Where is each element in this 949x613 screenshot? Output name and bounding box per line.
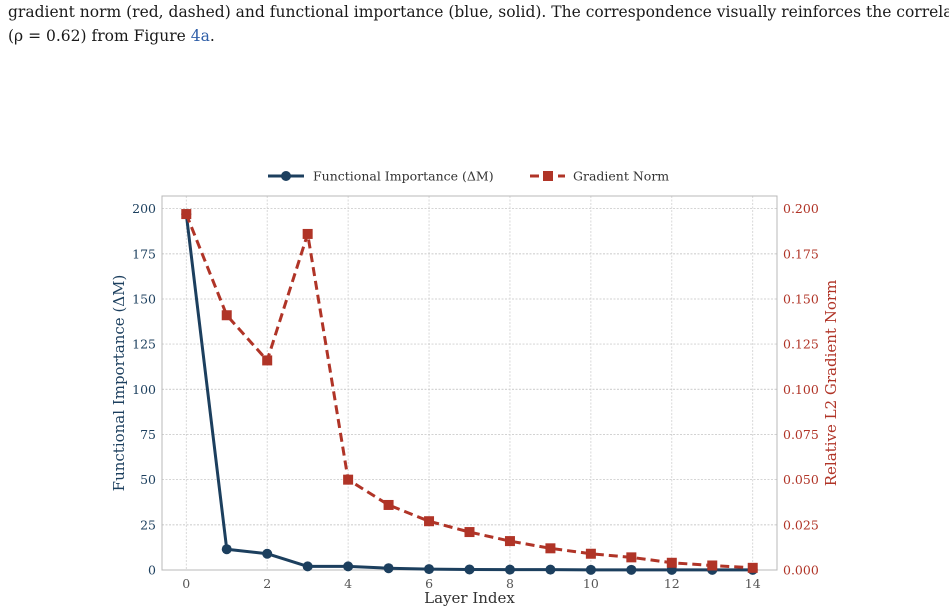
functional-importance-point (504, 564, 515, 575)
functional-importance-point (302, 561, 313, 572)
right-y-tick-label: 0.050 (783, 472, 819, 487)
left-y-tick-label: 200 (132, 201, 156, 216)
x-tick-label: 10 (583, 576, 599, 591)
legend: Functional Importance (ΔM) Gradient Norm (268, 169, 669, 184)
x-tick-label: 14 (745, 576, 761, 591)
functional-importance-point (424, 564, 435, 575)
left-y-axis-ticks: 0 25 50 75 100 125 150 175 200 (132, 201, 156, 577)
left-y-tick-label: 125 (132, 337, 156, 352)
plot-frame (161, 195, 778, 571)
x-tick-label: 2 (263, 576, 271, 591)
x-tick-label: 0 (182, 576, 190, 591)
series-group (181, 209, 758, 575)
gradient-norm-point (262, 355, 273, 366)
legend-label-functional-importance: Functional Importance (ΔM) (313, 169, 494, 184)
gradient-norm-point (343, 474, 354, 485)
functional-importance-point (262, 548, 273, 559)
right-y-axis-ticks: 0.000 0.025 0.050 0.075 0.100 0.125 0.150 0.175… (783, 201, 819, 577)
left-y-tick-label: 50 (140, 472, 156, 487)
functional-importance-point (545, 564, 556, 575)
left-y-tick-label: 25 (140, 517, 156, 532)
functional-importance-point (464, 564, 475, 575)
gradient-norm-point (666, 557, 677, 568)
figure-caption: gradient norm (red, dashed) and function… (8, 0, 949, 48)
gradient-norm-point (504, 536, 515, 547)
functional-importance-point (221, 544, 232, 555)
gradient-norm-point (181, 209, 192, 220)
functional-importance-point (343, 561, 354, 572)
x-axis-label: Layer Index (424, 589, 515, 607)
legend-label-gradient-norm: Gradient Norm (573, 169, 669, 184)
left-y-tick-label: 150 (132, 291, 156, 306)
gradient-norm-point (626, 552, 637, 563)
x-tick-label: 6 (425, 576, 433, 591)
right-y-tick-label: 0.075 (783, 427, 819, 442)
x-tick-label: 8 (506, 576, 514, 591)
left-y-tick-label: 100 (132, 382, 156, 397)
gradient-norm-point (545, 543, 556, 554)
right-y-tick-label: 0.100 (783, 382, 819, 397)
caption-suffix: . (209, 27, 215, 45)
caption-line-2: (ρ = 0.62) from Figure 4a. (8, 24, 943, 48)
functional-importance-point (585, 564, 596, 575)
gradient-norm-line (184, 213, 753, 570)
right-y-tick-label: 0.025 (783, 517, 819, 532)
gradient-norm-point (464, 527, 475, 538)
right-y-tick-label: 0.150 (783, 291, 819, 306)
figure-link[interactable]: 4a (190, 27, 210, 45)
gradient-norm-point (383, 499, 394, 510)
functional-importance-point (383, 563, 394, 574)
right-y-axis-label: Relative L2 Gradient Norm (822, 280, 840, 487)
right-y-tick-label: 0.125 (783, 337, 819, 352)
functional-importance-line (184, 213, 753, 572)
right-y-tick-label: 0.000 (783, 563, 819, 578)
legend-marker-gradient-norm (543, 171, 553, 181)
gradient-norm-point (585, 548, 596, 559)
legend-marker-functional-importance (281, 171, 291, 181)
gradient-norm-point (302, 228, 313, 239)
gradient-norm-point (221, 310, 232, 321)
gradient-norm-point (424, 516, 435, 527)
caption-line-1: gradient norm (red, dashed) and function… (8, 3, 949, 21)
left-y-tick-label: 175 (132, 246, 156, 261)
x-axis-ticks: 0 2 4 6 8 10 12 14 (182, 576, 760, 591)
gradient-norm-point (707, 560, 718, 571)
x-tick-label: 12 (664, 576, 680, 591)
left-y-tick-label: 75 (140, 427, 156, 442)
grid-lines (162, 196, 777, 571)
caption-prefix: (ρ = 0.62) from Figure (8, 27, 191, 45)
x-tick-label: 4 (344, 576, 352, 591)
right-y-tick-label: 0.200 (783, 201, 819, 216)
left-y-axis-label: Functional Importance (ΔM) (110, 275, 128, 492)
functional-importance-point (626, 564, 637, 575)
left-y-tick-label: 0 (148, 563, 156, 578)
right-y-tick-label: 0.175 (783, 246, 819, 261)
gradient-norm-point (747, 562, 758, 573)
